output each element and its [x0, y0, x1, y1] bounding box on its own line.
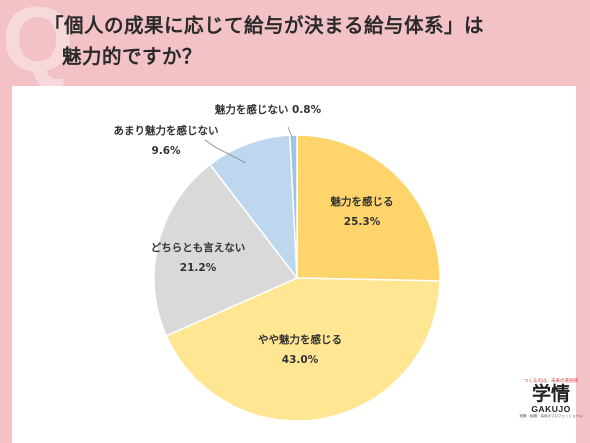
slice-label-5: 魅力を感じない 0.8% [215, 103, 322, 116]
logo-subtext: 就職・転職・採用のプロフェッショナル [519, 414, 583, 418]
logo-english: GAKUJO [531, 404, 571, 414]
slice-value-2: 43.0% [282, 354, 319, 366]
leader-lines [204, 126, 293, 164]
slice-label-2: やや魅力を感じる [258, 333, 342, 346]
q-mark-decoration: Q [2, 0, 74, 91]
logo-main-text: 学情 [531, 383, 570, 405]
slice-labels: 魅力を感じる 25.3% やや魅力を感じる 43.0% どちらとも言えない 21.2% あま… [114, 103, 394, 366]
slice-value-4: 9.6% [151, 145, 181, 157]
title-line-2: 魅力的ですか？ [62, 45, 203, 68]
pie-slice-5 [289, 134, 298, 279]
pie-slice-2 [165, 277, 441, 422]
gakujo-logo: つくるのは、未来の選択肢 学情 GAKUJO 就職・転職・採用のプロフェッショナ… [516, 378, 586, 419]
slice-label-3: どちらとも言えない [151, 241, 246, 254]
pie-slices [153, 134, 441, 422]
pie-slice-1 [296, 134, 441, 282]
logo-tagline: つくるのは、未来の選択肢 [524, 379, 578, 384]
pie-slice-3 [153, 163, 299, 337]
leader-line-4 [204, 139, 247, 164]
leader-line-5 [287, 126, 293, 138]
title-line-1: 「個人の成果に応じて給与が決まる給与体系」は [44, 14, 485, 37]
slice-label-4: あまり魅力を感じない [114, 124, 219, 137]
pie-slice-4 [208, 134, 298, 281]
page-title: 「個人の成果に応じて給与が決まる給与体系」は 魅力的ですか？ [44, 10, 574, 72]
slice-value-3: 21.2% [180, 262, 217, 274]
slice-label-1: 魅力を感じる [331, 195, 394, 208]
slice-value-1: 25.3% [344, 216, 381, 228]
